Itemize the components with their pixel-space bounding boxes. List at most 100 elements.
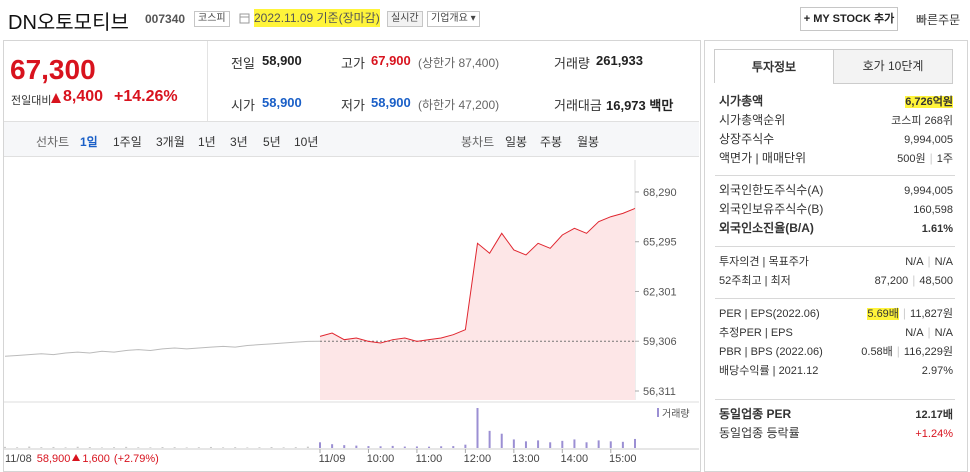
invest-tab[interactable]: 투자정보 — [714, 49, 834, 84]
x-tick-label: 14:00 — [561, 453, 589, 465]
volume-bar — [28, 446, 31, 448]
line-chart-label: 선차트 — [36, 135, 70, 149]
info-change: 1,600 — [82, 453, 110, 465]
volume-bar — [282, 447, 285, 448]
separator: | — [912, 273, 916, 287]
volume-bar — [209, 446, 212, 448]
summary-label: 고가 — [341, 56, 365, 71]
row-values: 코스피 268위 — [891, 111, 953, 131]
volume-bar — [573, 439, 576, 448]
realtime-button[interactable]: 실시간 — [387, 11, 423, 27]
volume-bar — [319, 442, 321, 448]
current-price: 67,300 — [10, 54, 96, 85]
row-values: +1.24% — [915, 424, 953, 444]
x-tick-label: 12:00 — [464, 453, 492, 465]
summary-note: (하한가 47,200) — [418, 98, 500, 112]
volume-bar — [40, 447, 43, 448]
period-tab[interactable]: 1주일 — [113, 135, 142, 149]
period-tab[interactable]: 1일 — [80, 135, 98, 149]
volume-bar — [379, 446, 382, 448]
x-tick-label: 10:00 — [367, 453, 395, 465]
mystock-button[interactable]: + MY STOCK 추가 — [800, 7, 898, 31]
row-value: 5.69배 — [867, 308, 899, 320]
period-tab[interactable]: 3년 — [230, 135, 248, 149]
invest-row: 동일업종 등락률 +1.24% — [719, 424, 953, 443]
hover-info: 11/08 58,900 1,600 (+2.79%) — [5, 453, 159, 465]
volume-bar — [428, 446, 431, 448]
row-values: N/A | N/A — [905, 252, 953, 272]
row-label: 투자의견 | 목표주가 — [719, 256, 809, 268]
volume-bar — [488, 430, 491, 448]
invest-row: PER | EPS(2022.06) 5.69배 | 11,827원 — [719, 304, 953, 323]
volume-bar — [76, 446, 79, 448]
row-label: 시가총액순위 — [719, 113, 786, 127]
y-tick-label: 59,306 — [643, 336, 677, 348]
change-value: 8,400 — [63, 88, 104, 105]
volume-bar — [403, 446, 406, 448]
volume-bar — [306, 446, 309, 448]
row-value: N/A — [934, 327, 953, 339]
row-value: 0.58배 — [861, 346, 893, 358]
row-values: 9,994,005 — [904, 130, 953, 150]
separator: | — [927, 254, 931, 268]
company-button[interactable]: 기업개요 ▾ — [427, 11, 480, 27]
volume-bar — [597, 440, 600, 448]
summary-label: 전일 — [231, 56, 255, 71]
volume-bar — [16, 447, 19, 448]
candle-tab[interactable]: 주봉 — [540, 135, 563, 149]
volume-bar — [500, 433, 503, 448]
volume-bar — [634, 438, 636, 448]
summary-label: 거래량 — [554, 56, 590, 71]
row-values: 6,726억원 — [905, 92, 953, 112]
volume-bar — [185, 447, 188, 448]
invest-row: 액면가 | 매매단위 500원 | 1주 — [719, 149, 953, 168]
period-tab[interactable]: 1년 — [198, 135, 216, 149]
volume-bar — [331, 444, 334, 448]
summary-value: 67,900 — [371, 53, 411, 68]
row-label: PER | EPS(2022.06) — [719, 308, 820, 320]
candle-tab[interactable]: 월봉 — [577, 135, 600, 149]
row-values: 12.17배 — [915, 405, 953, 425]
row-label: 외국인소진율(B/A) — [719, 221, 814, 235]
y-tick-label: 65,295 — [643, 237, 677, 249]
candle-chart-label: 봉차트 — [461, 135, 495, 149]
y-tick-label: 68,290 — [643, 187, 677, 199]
volume-bar — [391, 445, 394, 448]
invest-row: PBR | BPS (2022.06) 0.58배 | 116,229원 — [719, 342, 953, 361]
group-divider — [715, 175, 955, 176]
invest-row: 추정PER | EPS N/A | N/A — [719, 323, 953, 342]
stock-name: DN오토모티브 — [8, 12, 129, 34]
period-tab[interactable]: 3개월 — [156, 135, 185, 149]
company-label: 기업개요 — [431, 13, 468, 24]
row-value: 9,994,005 — [904, 134, 953, 146]
row-values: 2.97% — [922, 361, 953, 381]
legend-swatch — [657, 408, 659, 417]
invest-row: 외국인한도주식수(A) 9,994,005 — [719, 181, 953, 200]
tab-bar — [4, 121, 699, 157]
market-badge: 코스피 — [194, 11, 230, 27]
candle-tab[interactable]: 일봉 — [505, 135, 528, 149]
x-tick-label: 11/09 — [319, 453, 346, 465]
invest-row: 투자의견 | 목표주가 N/A | N/A — [719, 252, 953, 271]
y-tick-label: 62,301 — [643, 286, 677, 298]
row-values: 500원 | 1주 — [897, 149, 953, 169]
row-label: 외국인보유주식수(B) — [719, 202, 824, 216]
invest-row: 외국인소진율(B/A) 1.61% — [719, 219, 953, 238]
quick-order[interactable]: 빠른주문 — [916, 13, 961, 27]
separator: | — [902, 306, 907, 320]
info-price: 58,900 — [37, 453, 71, 465]
volume-bar — [512, 439, 515, 448]
row-values: N/A | N/A — [905, 323, 953, 343]
invest-row: 시가총액 6,726억원 — [719, 92, 953, 111]
summary-value: 58,900 — [371, 95, 411, 110]
orderbook-tab[interactable]: 호가 10단계 — [833, 49, 953, 84]
volume-bar — [161, 447, 164, 448]
volume-bar — [64, 447, 67, 448]
period-tab[interactable]: 5년 — [263, 135, 281, 149]
period-tab[interactable]: 10년 — [294, 135, 319, 149]
volume-bar — [294, 447, 297, 448]
summary-label: 거래대금 — [554, 98, 602, 113]
group-divider — [715, 246, 955, 247]
row-label: 시가총액 — [719, 94, 764, 108]
row-values: 160,598 — [913, 200, 953, 220]
